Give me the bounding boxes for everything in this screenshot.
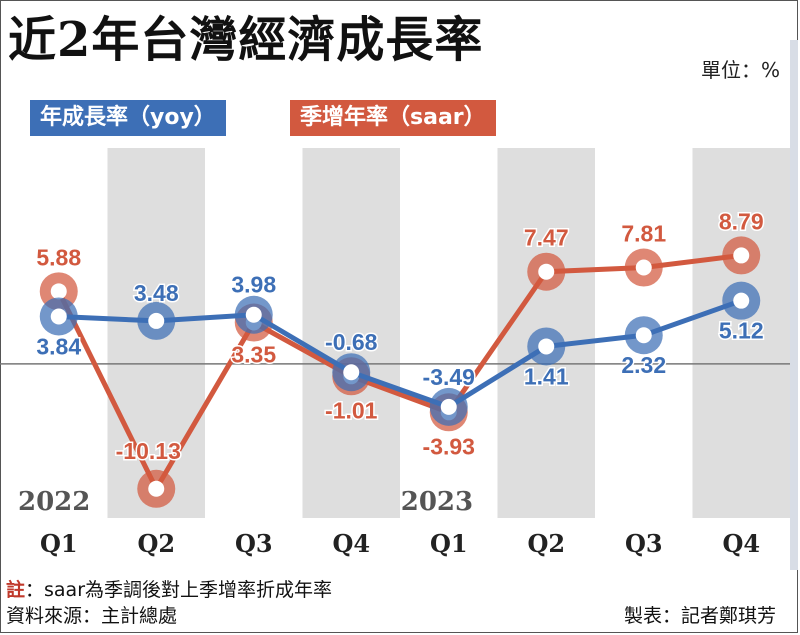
data-point <box>234 295 273 334</box>
legend-saar: 季增年率（saar） <box>290 100 496 136</box>
point-center <box>148 312 165 329</box>
data-label: 3.84 <box>36 333 81 359</box>
point-center <box>343 364 360 381</box>
data-point <box>527 252 566 291</box>
category-label: Q3 <box>625 529 663 558</box>
unit-label: 單位：% <box>700 58 780 82</box>
data-label: -0.68 <box>325 329 378 355</box>
category-label: Q1 <box>430 529 468 558</box>
data-label: 3.98 <box>231 272 276 298</box>
point-center <box>733 247 750 264</box>
footnote-text: ：saar為季調後對上季增率折成年率 <box>25 579 333 601</box>
data-point <box>137 301 176 340</box>
category-label: Q2 <box>527 529 565 558</box>
footnote: 註：saar為季調後對上季增率折成年率 <box>6 575 332 602</box>
data-label: 2.32 <box>621 352 666 378</box>
data-label: 5.12 <box>719 318 764 344</box>
point-center <box>50 283 67 300</box>
category-label: Q2 <box>137 529 175 558</box>
data-label: 5.88 <box>36 244 81 270</box>
data-point <box>429 387 468 426</box>
point-center <box>538 338 555 355</box>
data-point <box>527 327 566 366</box>
data-label: -1.01 <box>325 397 378 423</box>
point-center <box>50 308 67 325</box>
credit: 製表：記者鄭琪芳 <box>623 605 776 627</box>
data-label: 3.35 <box>231 342 276 368</box>
data-point <box>624 316 663 355</box>
data-label: -10.13 <box>116 438 181 464</box>
data-source: 資料來源：主計總處 <box>6 605 178 627</box>
category-label: Q3 <box>235 529 273 558</box>
category-label: Q4 <box>332 529 370 558</box>
point-center <box>440 398 457 415</box>
point-center <box>245 306 262 323</box>
data-point <box>624 248 663 287</box>
data-label: 3.48 <box>134 280 179 306</box>
year-label: 2023 <box>401 487 473 517</box>
point-center <box>733 292 750 309</box>
point-center <box>148 480 165 497</box>
category-label: Q4 <box>722 529 760 558</box>
data-point <box>332 353 371 392</box>
year-label: 2022 <box>18 487 90 517</box>
point-center <box>635 259 652 276</box>
data-point <box>722 236 761 275</box>
chart-title: 近2年台灣經濟成長率 <box>8 12 484 68</box>
data-label: 1.41 <box>524 363 569 389</box>
right-edge <box>790 40 798 570</box>
data-label: 7.81 <box>621 221 666 247</box>
column-shade <box>302 148 400 518</box>
point-center <box>538 263 555 280</box>
column-shade <box>692 148 790 518</box>
data-point <box>39 297 78 336</box>
data-label: 7.47 <box>524 225 569 251</box>
data-point <box>722 281 761 320</box>
data-label: -3.93 <box>423 433 475 459</box>
category-label: Q1 <box>40 529 78 558</box>
data-label: -3.49 <box>423 364 475 390</box>
data-point <box>137 469 176 508</box>
point-center <box>635 327 652 344</box>
legend-yoy: 年成長率（yoy） <box>30 100 226 136</box>
footnote-mark: 註 <box>6 579 26 601</box>
data-label: 8.79 <box>719 208 764 234</box>
